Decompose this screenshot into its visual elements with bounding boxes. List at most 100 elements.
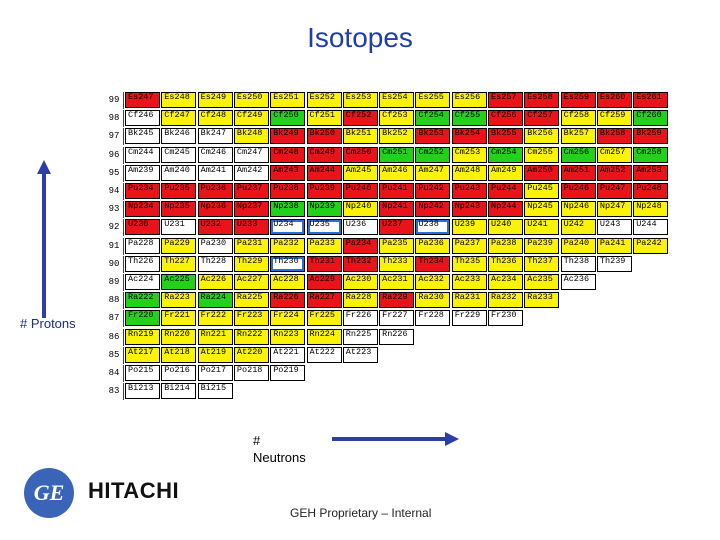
isotope-cell: U232 [197, 219, 233, 236]
isotope-name: Pu248 [636, 183, 662, 193]
neutrons-arrow-icon [332, 437, 447, 441]
isotope-name: At219 [200, 346, 227, 357]
isotope-cell: Ac236 [560, 274, 596, 290]
isotope-name: Np240 [345, 201, 372, 212]
isotope-cell: Ra232 [488, 292, 523, 309]
isotope-name: Cm251 [382, 146, 408, 157]
isotope-name: Ac230 [345, 274, 372, 284]
isotope-cell: U241 [524, 219, 560, 236]
isotope-cell: Np244 [488, 201, 523, 218]
isotope-name: Ra224 [200, 292, 227, 303]
isotope-cell: Bi213 [125, 383, 160, 400]
isotope-cell: U237 [379, 219, 415, 236]
isotope-name: Ra222 [128, 292, 154, 303]
isotope-cell: Cf247 [161, 110, 197, 127]
isotope-name: Po217 [200, 365, 227, 375]
neutrons-arrow-head-icon [445, 432, 459, 446]
isotope-cell: Ac234 [488, 274, 523, 290]
isotope-cell: Pa229 [161, 237, 197, 254]
isotope-cell: U240 [488, 219, 523, 236]
isotope-cell: At219 [197, 346, 233, 363]
isotope-name: Th238 [563, 255, 590, 266]
isotope-cell: Pu240 [342, 183, 378, 199]
isotope-name: Ra229 [382, 292, 408, 303]
isotope-name: Rn219 [128, 328, 154, 339]
isotope-name: Bk245 [128, 128, 154, 139]
isotope-cell: Cm258 [633, 146, 669, 163]
isotope-name: Bi213 [128, 383, 154, 394]
proton-number-label: 85 [105, 346, 124, 364]
isotope-cell: Po215 [125, 365, 160, 381]
proton-number-label: 90 [105, 255, 124, 273]
isotope-name: Fr228 [418, 310, 444, 321]
isotope-name: Ra231 [454, 292, 481, 303]
isotope-cell: Np236 [197, 201, 233, 218]
isotope-name: Np243 [454, 201, 481, 212]
isotope-cell: Pa228 [125, 237, 160, 254]
isotope-cell: Cf256 [488, 110, 523, 127]
isotope-name: Cf251 [309, 110, 336, 121]
isotope-row-z85: 85 At217 At218 At219 At220 At221 At222 At223 [105, 346, 675, 364]
isotope-cell: Th229 [233, 255, 269, 272]
footer-text: GEH Proprietary – Internal [290, 506, 432, 520]
isotope-cell: Fr228 [415, 310, 451, 327]
isotope-cell: Np246 [560, 201, 596, 218]
isotope-cell: Fr223 [233, 310, 269, 327]
isotope-cell: Th232 [342, 255, 378, 272]
isotope-cell: Th236 [488, 255, 523, 272]
isotope-name: Ac226 [200, 274, 227, 284]
proton-number-label: 92 [105, 219, 124, 237]
isotope-cell: Th231 [306, 255, 342, 272]
isotope-name: Po218 [236, 365, 263, 375]
isotope-name: Pu236 [200, 183, 227, 193]
isotope-name: Np237 [236, 201, 263, 212]
isotope-cell: Cf254 [415, 110, 451, 127]
isotope-name: U241 [527, 219, 548, 230]
proton-number-label: 84 [105, 365, 124, 382]
isotope-cell: Th233 [379, 255, 415, 272]
isotope-cell: Cf260 [633, 110, 669, 127]
isotope-name: Bk249 [273, 128, 299, 139]
isotope-name: Cm250 [345, 146, 372, 157]
isotope-cell: Pa232 [270, 237, 306, 254]
isotope-cell: Bk252 [379, 128, 415, 145]
isotope-cell: U235 [306, 219, 342, 236]
isotope-name: Np238 [273, 201, 299, 212]
isotope-cell: Es251 [270, 92, 306, 108]
isotope-cell: Ac235 [524, 274, 560, 290]
isotope-name: Ra232 [491, 292, 517, 303]
isotope-cell: Rn224 [306, 328, 342, 345]
isotope-cell: Fr226 [342, 310, 378, 327]
isotope-row-z93: 93 Np234 Np235 Np236 Np237 Np238 Np239 Np240 Np2… [105, 201, 675, 219]
isotope-name: Pu241 [382, 183, 408, 193]
isotope-row-z88: 88 Ra222 Ra223 Ra224 Ra225 Ra226 Ra227 Ra228 Ra2… [105, 292, 675, 310]
isotope-cell: U238 [415, 219, 451, 236]
isotope-cell: Am253 [633, 164, 669, 181]
isotope-name: At222 [309, 346, 336, 357]
isotope-cell: Ac228 [270, 274, 306, 290]
isotope-name: Pa239 [527, 237, 553, 248]
isotope-name: Ac227 [236, 274, 263, 284]
isotope-name: At217 [128, 346, 154, 357]
isotope-cell: Am249 [488, 164, 523, 181]
isotope-cell: U242 [560, 219, 596, 236]
isotope-cell: Cm252 [415, 146, 451, 163]
isotope-cell: Pa233 [306, 237, 342, 254]
isotope-cell: Fr230 [488, 310, 523, 327]
isotope-cell: Pu239 [306, 183, 342, 199]
isotope-cell: U243 [596, 219, 632, 236]
isotope-name: Fr230 [491, 310, 517, 321]
isotope-cell: Cm256 [560, 146, 596, 163]
isotope-name: Pu243 [454, 183, 481, 193]
isotope-name: Cf246 [128, 110, 154, 121]
isotope-name: Rn226 [382, 328, 408, 339]
isotope-name: Cm256 [563, 146, 590, 157]
isotope-row-z86: 86 Rn219 Rn220 Rn221 Rn222 Rn223 Rn224 Rn225 Rn2… [105, 328, 675, 346]
isotope-name: Es258 [527, 92, 553, 102]
isotope-name: Bk254 [454, 128, 481, 139]
isotope-name: Th226 [128, 255, 154, 266]
isotope-name: Bk255 [491, 128, 517, 139]
isotope-name: Cf254 [418, 110, 444, 121]
isotope-name: Ra228 [345, 292, 372, 303]
isotope-cell: Es254 [379, 92, 415, 108]
